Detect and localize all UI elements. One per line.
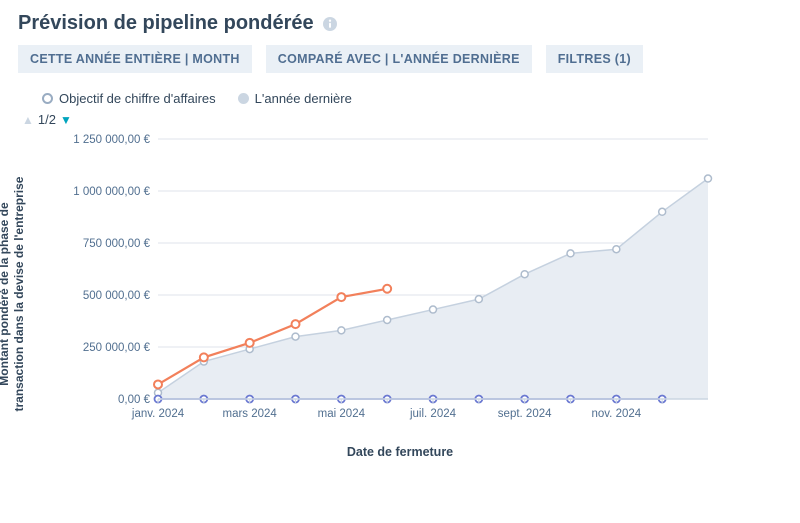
legend-label-objectif: Objectif de chiffre d'affaires	[59, 91, 216, 106]
svg-text:0,00 €: 0,00 €	[118, 394, 151, 406]
svg-text:mai 2024: mai 2024	[318, 408, 366, 420]
filter-compare-button[interactable]: COMPARÉ AVEC | L'ANNÉE DERNIÈRE	[266, 45, 532, 73]
chart-container: Montant pondéré de la phase de transacti…	[18, 129, 782, 459]
line-chart: 0,00 € 250 000,00 € 500 000,00 € 750 000,00…	[18, 129, 718, 439]
svg-text:500 000,00 €: 500 000,00 €	[83, 290, 151, 302]
filter-bar: CETTE ANNÉE ENTIÈRE | MONTH COMPARÉ AVEC…	[18, 45, 782, 73]
legend-label-annee-derniere: L'année dernière	[255, 91, 352, 106]
filter-more-button[interactable]: FILTRES (1)	[546, 45, 643, 73]
svg-text:nov. 2024: nov. 2024	[591, 408, 641, 420]
svg-text:janv. 2024: janv. 2024	[131, 408, 185, 420]
pager-prev-icon[interactable]: ▲	[22, 114, 34, 126]
svg-text:1 000 000,00 €: 1 000 000,00 €	[73, 186, 150, 198]
legend-item-annee-derniere[interactable]: L'année dernière	[238, 91, 352, 106]
svg-text:1 250 000,00 €: 1 250 000,00 €	[73, 134, 150, 146]
pager-next-icon[interactable]: ▼	[60, 114, 72, 126]
svg-text:juil. 2024: juil. 2024	[409, 408, 457, 420]
legend-pager: ▲ 1/2 ▼	[18, 112, 782, 127]
svg-text:250 000,00 €: 250 000,00 €	[83, 342, 151, 354]
legend-marker-objectif	[42, 93, 53, 104]
x-axis-label: Date de fermeture	[18, 445, 782, 459]
legend-marker-annee-derniere	[238, 93, 249, 104]
page-title: Prévision de pipeline pondérée	[18, 12, 314, 35]
filter-range-button[interactable]: CETTE ANNÉE ENTIÈRE | MONTH	[18, 45, 252, 73]
info-icon[interactable]	[322, 16, 338, 32]
chart-legend: Objectif de chiffre d'affaires L'année d…	[18, 91, 782, 106]
pager-text: 1/2	[38, 112, 56, 127]
legend-item-objectif[interactable]: Objectif de chiffre d'affaires	[42, 91, 216, 106]
svg-text:750 000,00 €: 750 000,00 €	[83, 238, 151, 250]
svg-text:mars 2024: mars 2024	[222, 408, 277, 420]
y-axis-label: Montant pondéré de la phase de transacti…	[0, 134, 27, 454]
svg-text:sept. 2024: sept. 2024	[498, 408, 552, 420]
